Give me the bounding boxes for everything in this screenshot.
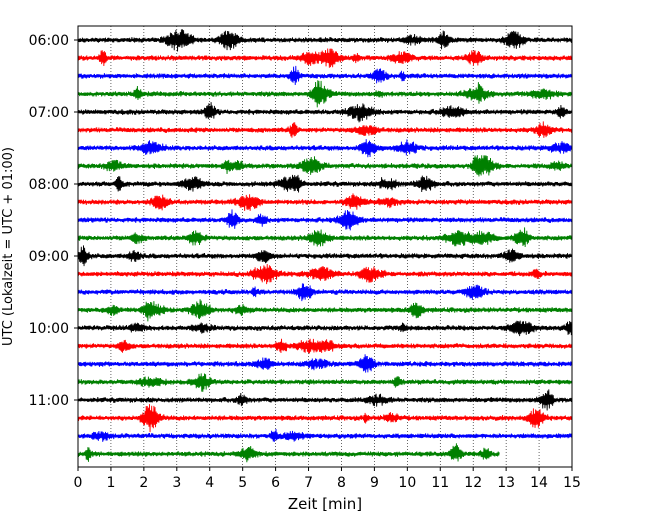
- plot-frame: [77, 25, 573, 468]
- trace-1130: [77, 429, 573, 442]
- trace-0630: [77, 65, 573, 85]
- trace-0615: [77, 48, 573, 68]
- trace-0715: [77, 121, 573, 138]
- trace-1145: [77, 443, 500, 463]
- trace-0845: [77, 227, 573, 248]
- x-tick-label: 14: [530, 475, 548, 491]
- x-axis-ticks: 0 1 2 3 4 5 6 7 8 9 10 11 12 13 14 15: [74, 467, 581, 491]
- trace-0800: [77, 174, 573, 193]
- x-tick-label: 8: [337, 475, 346, 491]
- trace-0815: [77, 193, 573, 211]
- trace-1045: [77, 373, 573, 392]
- y-axis-label: UTC (Lokalzeit = UTC + 01:00): [1, 147, 16, 346]
- x-tick-label: 15: [563, 475, 581, 491]
- trace-1100: [77, 389, 573, 411]
- y-tick-label: 06:00: [29, 33, 69, 49]
- y-axis-ticks: 06:00 07:00 08:00 09:00 10:00 11:00: [29, 33, 78, 409]
- trace-0600: [77, 29, 573, 52]
- x-tick-label: 0: [74, 475, 83, 491]
- x-tick-label: 13: [497, 475, 515, 491]
- x-tick-label: 7: [304, 475, 313, 491]
- trace-0930: [77, 283, 573, 302]
- trace-0900: [77, 245, 573, 267]
- trace-0645: [77, 80, 573, 108]
- x-tick-label: 4: [205, 475, 214, 491]
- x-tick-label: 5: [238, 475, 247, 491]
- trace-1000: [77, 320, 573, 337]
- x-tick-label: 12: [464, 475, 482, 491]
- x-tick-label: 9: [370, 475, 379, 491]
- trace-0700: [77, 102, 573, 123]
- trace-0945: [77, 299, 573, 322]
- x-tick-label: 2: [139, 475, 148, 491]
- trace-0730: [77, 139, 573, 158]
- trace-0915: [77, 263, 573, 285]
- seismic-traces: [77, 29, 573, 463]
- trace-0745: [77, 155, 573, 177]
- x-tick-label: 1: [106, 475, 115, 491]
- trace-1015: [77, 338, 573, 354]
- y-tick-label: 10:00: [29, 321, 69, 337]
- trace-1115: [77, 404, 573, 433]
- trace-0830: [77, 209, 573, 231]
- x-axis-label: Zeit [min]: [288, 495, 362, 513]
- y-tick-label: 11:00: [29, 393, 69, 409]
- x-tick-label: 3: [172, 475, 181, 491]
- x-tick-label: 6: [271, 475, 280, 491]
- x-tick-label: 10: [398, 475, 416, 491]
- x-tick-label: 11: [431, 475, 449, 491]
- y-tick-label: 07:00: [29, 105, 69, 121]
- y-tick-label: 09:00: [29, 249, 69, 265]
- y-tick-label: 08:00: [29, 177, 69, 193]
- trace-1030: [77, 354, 573, 373]
